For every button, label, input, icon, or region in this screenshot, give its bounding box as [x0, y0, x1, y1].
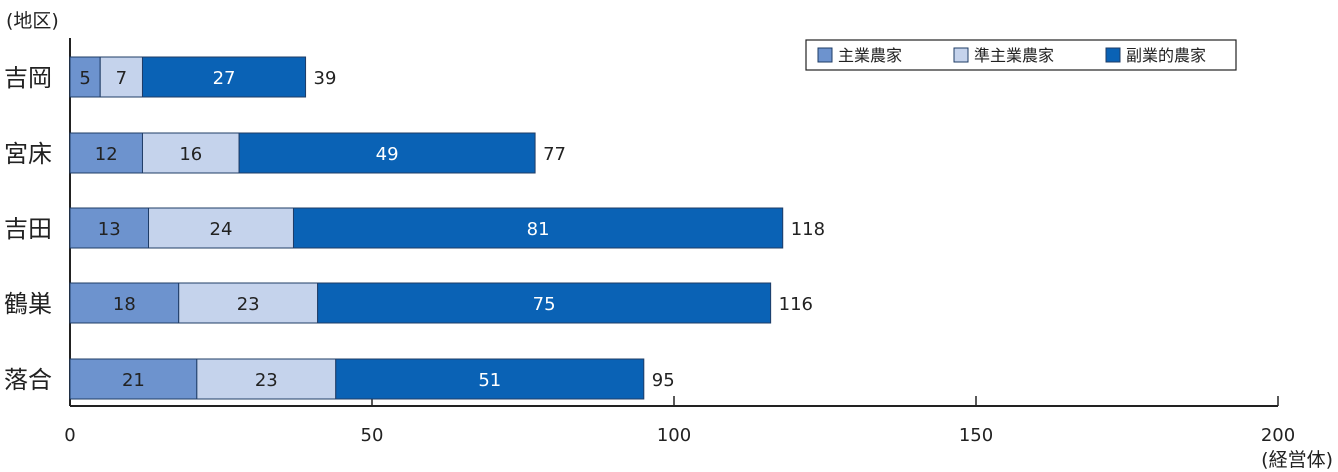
bar-segment	[317, 282, 772, 324]
y-axis-unit: (地区)	[6, 10, 59, 32]
category-label: 鶴巣	[4, 290, 52, 318]
segment-value-label: 51	[478, 370, 501, 391]
bar-segment	[69, 282, 180, 324]
bar-segment	[99, 56, 143, 98]
segment-value-label: 23	[255, 370, 278, 391]
legend-box	[805, 39, 1237, 71]
segment-value-label: 5	[79, 68, 90, 89]
x-tick-label: 100	[657, 425, 691, 446]
segment-value-label: 21	[122, 370, 145, 391]
segment-value-label: 16	[179, 144, 202, 165]
axes: (地区) (経営体) 0 50 100 150 200	[6, 10, 1333, 471]
legend: 主業農家 準主業農家 副業的農家	[805, 39, 1237, 71]
legend-label: 準主業農家	[974, 46, 1054, 65]
bar-segment	[141, 132, 240, 174]
segment-value-label: 13	[98, 219, 121, 240]
labels: 吉岡 5 7 27 39 宮床 12 16 49 77 吉田 13 24 81 118 鶴巣 18 23 75 116…	[4, 64, 825, 394]
segment-value-label: 49	[376, 144, 399, 165]
segment-value-label: 24	[210, 219, 233, 240]
bar-segment	[196, 358, 337, 400]
bar-segment	[238, 132, 536, 174]
legend-swatch	[817, 47, 833, 63]
category-label: 吉岡	[4, 64, 52, 92]
legend-label: 主業農家	[838, 46, 902, 65]
bar-segment	[148, 207, 294, 249]
total-value-label: 39	[314, 68, 337, 89]
total-value-label: 118	[791, 219, 825, 240]
x-axis-unit: (経営体)	[1261, 449, 1333, 471]
category-label: 落合	[4, 366, 52, 394]
total-value-label: 77	[543, 144, 566, 165]
bar-segment	[69, 56, 101, 98]
legend-label: 副業的農家	[1126, 46, 1206, 65]
segment-value-label: 7	[116, 68, 127, 89]
bar-segment	[69, 358, 198, 400]
legend-swatch	[1105, 47, 1121, 63]
segment-value-label: 18	[113, 294, 136, 315]
segment-value-label: 27	[213, 68, 236, 89]
legend-swatch	[953, 47, 969, 63]
segment-value-label: 81	[527, 219, 550, 240]
bar-segment	[141, 56, 307, 98]
x-tick-label: 200	[1261, 425, 1295, 446]
x-tick-label: 150	[959, 425, 993, 446]
x-tick-label: 0	[64, 425, 75, 446]
segment-value-label: 12	[95, 144, 118, 165]
bars	[69, 56, 784, 400]
total-value-label: 95	[652, 370, 675, 391]
category-label: 吉田	[4, 215, 52, 243]
x-tick-label: 50	[361, 425, 384, 446]
segment-value-label: 75	[533, 294, 556, 315]
bar-segment	[69, 132, 143, 174]
bar-segment	[335, 358, 645, 400]
segment-value-label: 23	[237, 294, 260, 315]
category-label: 宮床	[4, 140, 52, 168]
total-value-label: 116	[779, 294, 813, 315]
bar-segment	[292, 207, 784, 249]
